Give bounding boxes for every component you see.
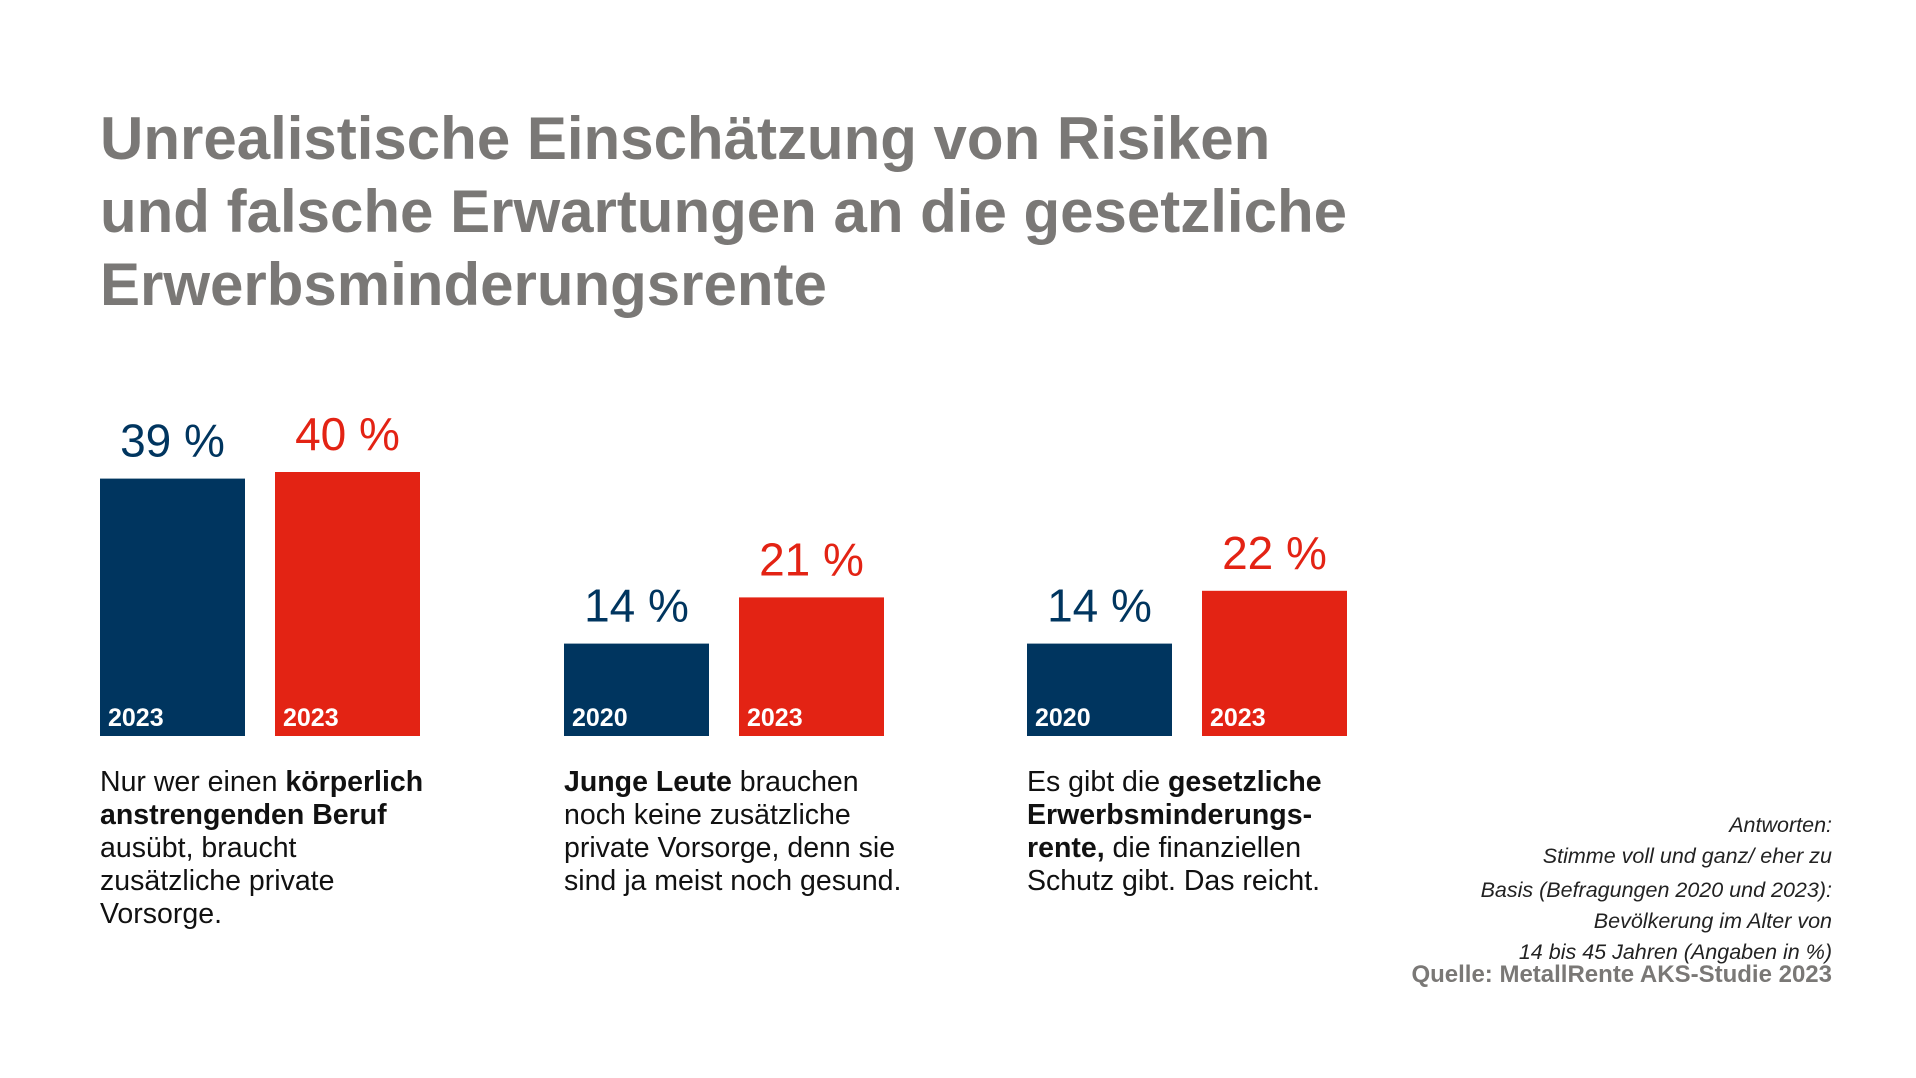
notes: Antworten: Stimme voll und ganz/ eher zu… <box>1372 810 1832 968</box>
bar-group-3-1 <box>1027 643 1172 736</box>
description-segment: Es gibt die <box>1027 766 1168 798</box>
year-label-group-1-2: 2023 <box>283 704 339 732</box>
title-line-1: Unrealistische Einschätzung von Risiken <box>100 105 1271 172</box>
bar-group-1-1 <box>100 478 245 736</box>
description-segment: Junge Leute <box>564 766 732 798</box>
answers-text: Stimme voll und ganz/ eher zu <box>1542 844 1832 868</box>
description-segment: gesetzliche Erwerbsminderungs­rente, <box>1027 766 1322 864</box>
description-segment: körper­lich anstrengenden Beruf <box>100 766 424 831</box>
answers-label: Antworten: <box>1729 813 1832 837</box>
value-label-group-2-2: 21 % <box>759 533 864 585</box>
bar-group-3-2 <box>1202 590 1347 736</box>
value-label-group-2-1: 14 % <box>584 580 689 632</box>
basis-line-2: Bevölkerung im Alter von <box>1593 909 1832 933</box>
chart-title: Unrealistische Einschätzung von Risiken … <box>100 102 1800 321</box>
year-label-group-2-1: 2020 <box>572 704 628 732</box>
description-segment: Nur wer einen <box>100 766 286 798</box>
bar-group-1-2 <box>275 472 420 736</box>
basis-line-1: Basis (Befragungen 2020 und 2023): <box>1480 878 1832 902</box>
description-group-3: Es gibt die gesetzliche Erwerbsminderung… <box>1027 766 1367 898</box>
description-group-2: Junge Leute brauchen noch keine zusätzli… <box>564 766 904 898</box>
value-label-group-3-2: 22 % <box>1222 527 1327 579</box>
value-label-group-1-1: 39 % <box>120 415 225 467</box>
bar-group-2-2 <box>739 597 884 736</box>
source-note: Quelle: MetallRente AKS-Studie 2023 <box>1411 961 1832 988</box>
year-label-group-2-2: 2023 <box>747 704 803 732</box>
description-group-1: Nur wer einen körper­lich anstrengenden … <box>100 766 440 931</box>
description-segment: die finanziellen Schutz gibt. Das reicht… <box>1027 832 1321 897</box>
description-segment: ausübt, braucht zusätzliche private Vors… <box>100 832 335 930</box>
title-line-3: Erwerbsminderungsrente <box>100 251 827 318</box>
year-label-group-1-1: 2023 <box>108 704 164 732</box>
year-label-group-3-2: 2023 <box>1210 704 1266 732</box>
bar-group-2-1 <box>564 643 709 736</box>
basis-line-3: 14 bis 45 Jahren (Angaben in %) <box>1518 940 1832 964</box>
description-segment: brauchen noch keine zusätzliche private … <box>564 766 902 897</box>
value-label-group-1-2: 40 % <box>295 408 400 460</box>
title-line-2: und falsche Erwartungen an die gesetzlic… <box>100 178 1347 245</box>
value-label-group-3-1: 14 % <box>1047 580 1152 632</box>
year-label-group-3-1: 2020 <box>1035 704 1091 732</box>
